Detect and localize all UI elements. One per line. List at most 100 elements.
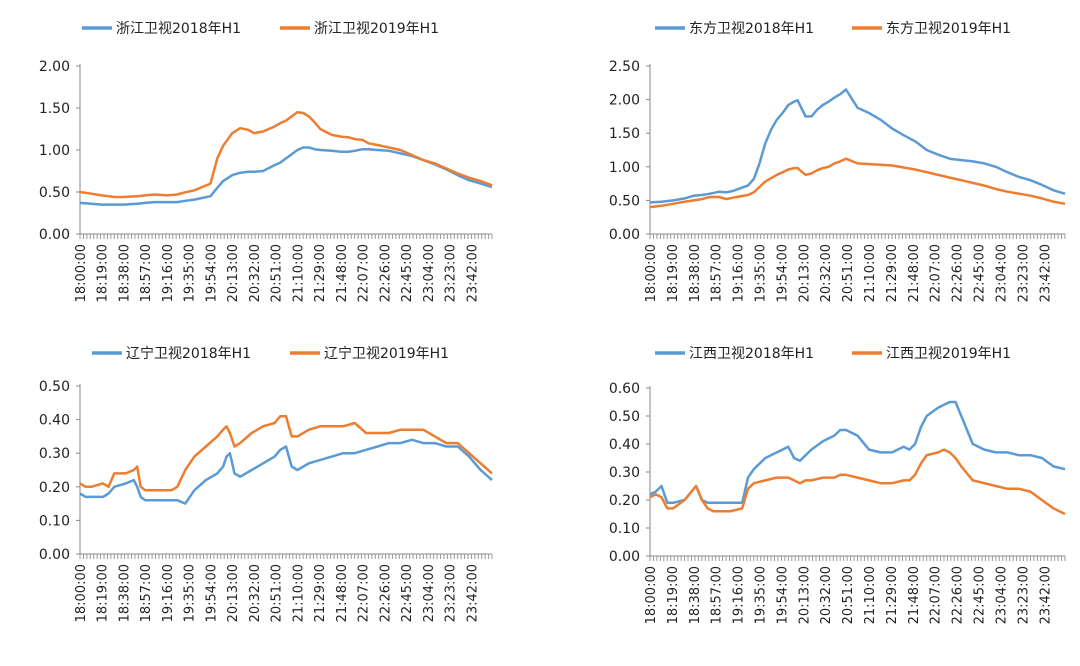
series-line-2 (79, 110, 493, 199)
x-tick-label: 19:16:00 (732, 244, 747, 302)
series-line-1 (79, 438, 493, 505)
x-tick-label: 18:38:00 (117, 244, 132, 302)
x-tick-label: 19:54:00 (775, 244, 790, 302)
x-tick-label: 23:04:00 (994, 244, 1009, 302)
y-tick-label: 0.30 (609, 465, 640, 481)
x-tick-label: 18:00:00 (644, 244, 659, 302)
legend-label: 浙江卫视2018年H1 (116, 21, 241, 37)
x-tick-label: 22:26:00 (951, 566, 966, 624)
x-tick-label: 22:45:00 (973, 244, 988, 302)
y-tick-label: 0.00 (609, 227, 640, 243)
x-tick-label: 19:16:00 (732, 566, 747, 624)
y-tick-label: 0.30 (39, 446, 70, 462)
y-tick-label: 0.60 (609, 381, 640, 397)
x-tick-label: 22:07:00 (929, 244, 944, 302)
chart-1: 浙江卫视2018年H1 浙江卫视2019年H1 0.00 0.50 1.00 1.50 2.… (39, 21, 493, 302)
x-tick-label: 21:10:00 (291, 564, 306, 622)
y-tick-label: 0.20 (609, 493, 640, 509)
series-line-2 (649, 157, 1066, 209)
x-tick-label: 22:07:00 (357, 564, 372, 622)
x-tick-label: 18:38:00 (688, 566, 703, 624)
x-tick-label: 23:23:00 (444, 244, 459, 302)
x-tick-label: 22:07:00 (357, 244, 372, 302)
x-tick-label: 20:32:00 (248, 564, 263, 622)
y-tick-label: 1.00 (39, 143, 70, 159)
y-tick-label: 0.40 (39, 413, 70, 429)
legend-label: 东方卫视2018年H1 (689, 21, 814, 37)
x-tick-label: 23:23:00 (1016, 566, 1031, 624)
x-tick-label: 22:45:00 (400, 564, 415, 622)
y-tick-label: 0.10 (609, 521, 640, 537)
y-tick-label: 1.00 (609, 160, 640, 176)
x-tick-label: 22:45:00 (973, 566, 988, 624)
y-tick-label: 0.10 (39, 513, 70, 529)
y-tick-label: 0.00 (609, 549, 640, 565)
x-tick-label: 18:38:00 (117, 564, 132, 622)
x-tick-label: 22:26:00 (378, 564, 393, 622)
x-tick-label: 21:10:00 (291, 244, 306, 302)
x-tick-label: 23:23:00 (1016, 244, 1031, 302)
x-tick-label: 21:10:00 (863, 566, 878, 624)
x-tick-label: 22:07:00 (929, 566, 944, 624)
x-tick-label: 19:35:00 (183, 564, 198, 622)
x-tick-label: 18:19:00 (96, 244, 111, 302)
x-tick-label: 20:32:00 (819, 566, 834, 624)
x-tick-label: 20:13:00 (226, 564, 241, 622)
x-tick-label: 18:19:00 (666, 244, 681, 302)
y-tick-label: 2.00 (609, 93, 640, 109)
y-tick-label: 0.00 (39, 547, 70, 563)
legend-label: 浙江卫视2019年H1 (314, 21, 439, 37)
y-tick-label: 0.20 (39, 480, 70, 496)
x-tick-label: 19:54:00 (204, 564, 219, 622)
y-tick-label: 0.50 (39, 185, 70, 201)
x-tick-label: 20:51:00 (841, 566, 856, 624)
x-tick-label: 20:13:00 (226, 244, 241, 302)
y-tick-label: 1.50 (609, 126, 640, 142)
x-tick-label: 20:13:00 (797, 566, 812, 624)
x-tick-label: 19:16:00 (161, 564, 176, 622)
x-tick-label: 20:51:00 (270, 564, 285, 622)
series-line-1 (79, 146, 493, 206)
x-tick-label: 19:54:00 (775, 566, 790, 624)
x-tick-label: 18:19:00 (666, 566, 681, 624)
x-tick-label: 21:48:00 (907, 566, 922, 624)
series-line-1 (649, 88, 1066, 204)
series-line-2 (79, 414, 493, 492)
x-tick-label: 18:38:00 (688, 244, 703, 302)
x-tick-label: 18:57:00 (710, 566, 725, 624)
x-tick-label: 21:29:00 (885, 566, 900, 624)
x-tick-label: 22:45:00 (400, 244, 415, 302)
x-tick-label: 23:23:00 (444, 564, 459, 622)
x-tick-label: 18:19:00 (96, 564, 111, 622)
legend-label: 辽宁卫视2019年H1 (324, 345, 449, 362)
x-tick-label: 18:00:00 (74, 564, 89, 622)
x-tick-label: 20:51:00 (270, 244, 285, 302)
x-tick-label: 23:42:00 (465, 244, 480, 302)
x-tick-label: 19:54:00 (204, 244, 219, 302)
x-tick-label: 19:35:00 (754, 566, 769, 624)
chart-4: 江西卫视2018年H1 江西卫视2019年H1 0.00 0.10 0.20 0.30 0.… (609, 346, 1066, 624)
y-tick-label: 0.00 (39, 227, 70, 243)
x-tick-label: 18:57:00 (710, 244, 725, 302)
x-tick-label: 18:57:00 (139, 564, 154, 622)
y-tick-label: 2.50 (609, 59, 640, 75)
legend-label: 东方卫视2019年H1 (886, 21, 1011, 37)
y-tick-label: 2.00 (39, 59, 70, 75)
y-tick-label: 0.50 (609, 409, 640, 425)
x-tick-label: 21:29:00 (313, 244, 328, 302)
x-tick-label: 23:42:00 (1038, 566, 1053, 624)
x-tick-label: 20:13:00 (797, 244, 812, 302)
legend-label: 江西卫视2018年H1 (689, 346, 814, 362)
x-tick-label: 20:32:00 (819, 244, 834, 302)
x-tick-label: 21:48:00 (335, 244, 350, 302)
x-tick-label: 22:26:00 (951, 244, 966, 302)
chart-2: 东方卫视2018年H1 东方卫视2019年H1 0.00 0.50 1.00 1.50 2.… (609, 21, 1066, 302)
series-line-2 (649, 448, 1066, 516)
chart-3: 辽宁卫视2018年H1 辽宁卫视2019年H1 0.00 0.10 0.20 0.30 0.… (39, 345, 493, 622)
x-tick-label: 18:00:00 (644, 566, 659, 624)
x-tick-label: 20:32:00 (248, 244, 263, 302)
x-tick-label: 23:04:00 (422, 564, 437, 622)
x-tick-label: 18:57:00 (139, 244, 154, 302)
x-tick-label: 21:48:00 (907, 244, 922, 302)
